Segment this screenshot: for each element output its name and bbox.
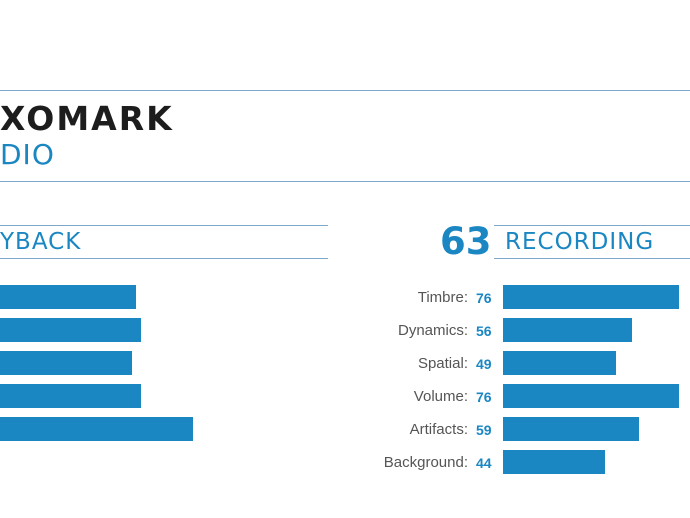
playback-title-rule-top [0,225,328,226]
playback-bar [0,351,132,375]
recording-bar [503,417,639,441]
top-divider [0,90,690,91]
playback-title: YBACK [0,229,82,255]
recording-bar [503,384,679,408]
recording-metric-label: Background: [383,454,468,471]
playback-title-rule-bottom [0,258,328,259]
playback-bar [0,417,193,441]
recording-metric-label: Artifacts: [409,421,468,438]
recording-metric-value: 49 [476,356,492,372]
recording-bar [503,318,632,342]
header-divider [0,181,690,182]
recording-metric-label: Spatial: [417,355,468,372]
recording-title-rule-bottom [494,258,690,259]
recording-metric-value: 76 [476,389,492,405]
recording-metric-label: Volume: [413,388,468,405]
brand-logo-text: XOMARK [0,99,174,138]
recording-title-rule-top [494,225,690,226]
playback-bar [0,285,136,309]
recording-metric-value: 56 [476,323,492,339]
recording-metric-value: 44 [476,455,492,471]
recording-bar [503,351,616,375]
recording-bar [503,450,605,474]
recording-title: RECORDING [505,229,655,255]
playback-bar [0,318,141,342]
recording-metric-label: Timbre: [417,289,468,306]
playback-bar [0,384,141,408]
recording-score: 63 [440,220,492,263]
recording-bar [503,285,679,309]
recording-metric-value: 76 [476,290,492,306]
recording-metric-value: 59 [476,422,492,438]
recording-metric-label: Dynamics: [397,322,468,339]
brand-subtitle: DIO [0,138,55,171]
